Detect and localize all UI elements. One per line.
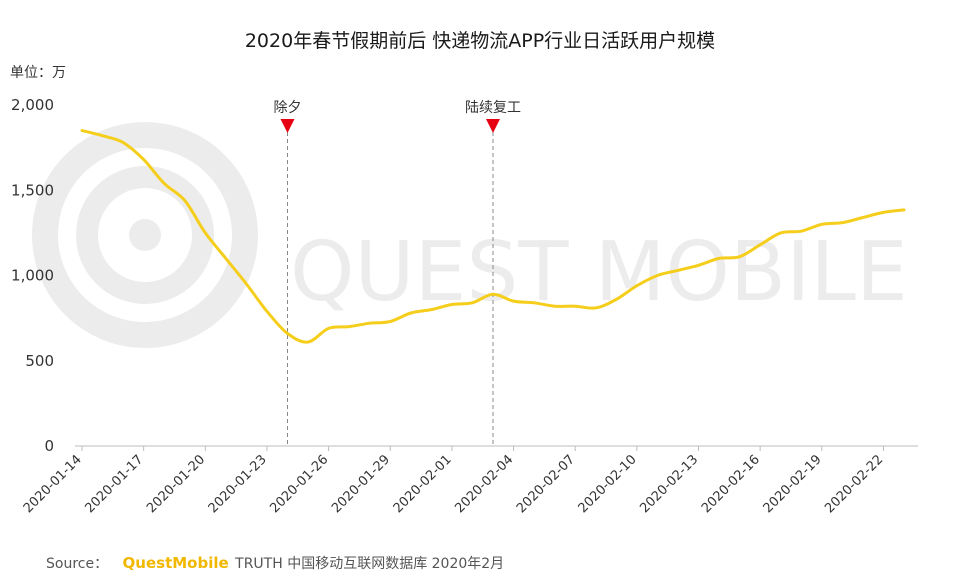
annotation-label: 除夕	[274, 100, 302, 116]
data-point	[574, 304, 577, 308]
y-tick-label: 1,500	[11, 181, 54, 199]
data-point	[327, 327, 330, 330]
data-point	[820, 223, 823, 226]
data-point	[286, 332, 289, 335]
x-tick-label: 2020-02-19	[761, 452, 825, 516]
data-point	[512, 299, 515, 303]
data-point	[204, 231, 207, 235]
x-tick-label: 2020-01-14	[21, 452, 85, 516]
annotation-marker-icon	[486, 119, 500, 133]
x-tick-label: 2020-01-23	[206, 452, 270, 516]
data-point	[615, 298, 618, 301]
source-brand: QuestMobile	[123, 554, 229, 572]
data-point	[800, 229, 803, 233]
y-tick-labels: 0 500 1,000 1,500 2,000	[11, 96, 54, 455]
source-text: TRUTH 中国移动互联网数据库 2020年2月	[234, 556, 504, 572]
y-tick-label: 2,000	[11, 96, 54, 114]
chart-title: 2020年春节假期前后 快递物流APP行业日活跃用户规模	[245, 30, 715, 52]
watermark-text: QUEST MOBILE	[290, 225, 908, 320]
x-tick-label: 2020-01-17	[82, 452, 146, 516]
data-point	[738, 255, 741, 258]
unit-label: 单位：万	[10, 65, 66, 81]
data-point	[306, 340, 310, 344]
x-tick-label: 2020-01-20	[144, 452, 208, 516]
data-point	[532, 301, 536, 304]
data-point	[142, 158, 145, 161]
y-tick-label: 0	[44, 437, 54, 455]
data-point	[347, 325, 351, 328]
data-point	[758, 243, 762, 247]
watermark: QUEST MOBILE	[32, 122, 908, 348]
x-tick-label: 2020-02-10	[576, 452, 640, 516]
data-point	[183, 199, 186, 202]
series-group	[80, 129, 906, 344]
source-prefix: Source：	[46, 556, 108, 572]
data-point	[368, 322, 371, 325]
x-tick-label: 2020-02-01	[391, 452, 455, 516]
annotation-marker-icon	[280, 119, 295, 133]
x-tick-label: 2020-01-26	[267, 452, 331, 516]
y-tick-label: 500	[25, 352, 54, 370]
x-tick-labels: 2020-01-142020-01-172020-01-202020-01-23…	[21, 446, 886, 516]
data-point	[553, 304, 556, 308]
data-point	[265, 310, 269, 313]
data-point	[224, 257, 228, 260]
x-tick-label: 2020-02-07	[514, 452, 578, 516]
watermark-logo-icon	[32, 122, 258, 348]
data-point	[717, 257, 721, 260]
data-point	[245, 282, 248, 286]
source-line: Source： QuestMobile TRUTH 中国移动互联网数据库 202…	[46, 554, 504, 572]
data-point	[697, 264, 700, 267]
x-tick-label: 2020-02-04	[452, 452, 516, 516]
data-point	[121, 141, 125, 144]
data-point	[163, 182, 166, 185]
svg-text:Source： QuestMobile: Source： QuestMobile TRUTH 中国移动互联网数据库 202…	[46, 554, 504, 572]
data-point	[635, 284, 639, 287]
y-tick-label: 1,000	[11, 267, 54, 285]
data-point	[902, 208, 906, 212]
data-point	[491, 293, 495, 296]
data-point	[101, 134, 104, 137]
data-point	[80, 129, 84, 132]
data-point	[656, 274, 659, 277]
data-point	[841, 221, 844, 224]
data-point	[471, 301, 474, 304]
annotations: 除夕 陆续复工	[274, 99, 521, 446]
data-point	[861, 216, 865, 219]
data-point	[430, 308, 433, 311]
x-tick-label: 2020-02-13	[637, 452, 701, 516]
data-point	[409, 311, 412, 315]
data-point	[676, 269, 680, 272]
x-tick-label: 2020-02-22	[822, 452, 886, 516]
annotation-label: 陆续复工	[465, 99, 521, 116]
data-point	[594, 306, 597, 310]
data-point	[389, 320, 392, 323]
x-tick-label: 2020-01-29	[329, 452, 393, 516]
x-tick-label: 2020-02-16	[699, 452, 763, 516]
data-point	[450, 303, 454, 306]
data-point	[882, 211, 885, 214]
data-point	[779, 231, 782, 235]
